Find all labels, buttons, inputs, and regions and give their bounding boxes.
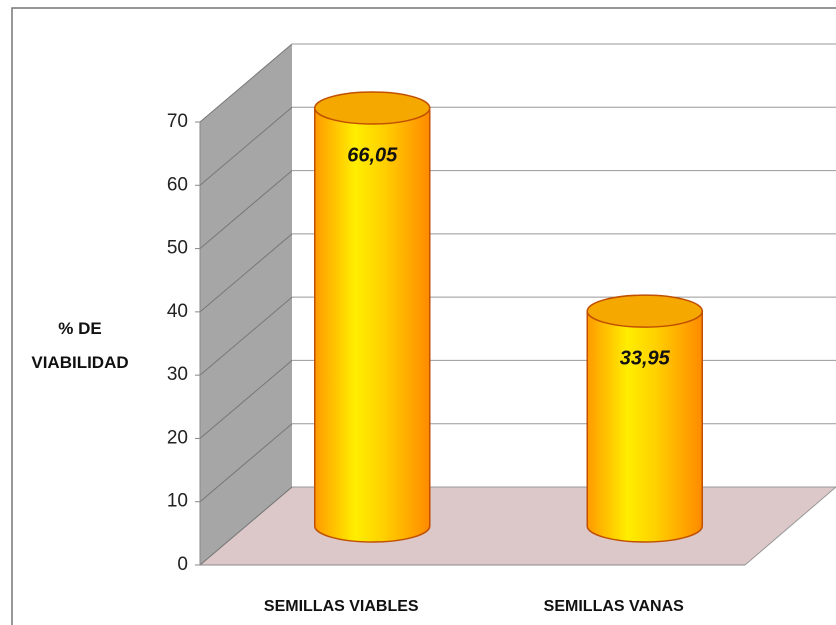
frame <box>11 7 836 625</box>
y-tick-label: 60 <box>167 174 188 195</box>
grid-line <box>199 423 293 503</box>
bar-top <box>586 294 703 328</box>
y-axis-label: % DE VIABILIDAD <box>31 319 129 372</box>
bar <box>586 310 703 543</box>
grid-line <box>199 43 293 123</box>
y-tick-label: 0 <box>177 554 188 575</box>
grid-line <box>199 170 293 249</box>
y-tick-label: 20 <box>167 427 188 448</box>
y-tick-label: 30 <box>167 364 188 385</box>
grid-line <box>199 486 293 566</box>
y-tick-label: 50 <box>167 238 188 259</box>
x-tick-label: SEMILLAS VIABLES <box>264 598 419 615</box>
value-label: 33,95 <box>620 347 671 369</box>
grid-line <box>199 360 293 439</box>
x-tick-label: SEMILLAS VANAS <box>544 598 684 615</box>
grid-line <box>199 296 293 376</box>
bar <box>314 107 431 543</box>
side-wall <box>200 44 292 565</box>
value-label: 66,05 <box>347 144 398 166</box>
grid-line <box>199 233 293 313</box>
bar-top <box>314 91 431 125</box>
floor <box>198 486 836 566</box>
y-tick-label: 10 <box>167 491 188 512</box>
y-tick-label: 40 <box>167 301 188 322</box>
y-tick-label: 70 <box>167 111 188 132</box>
grid-line <box>199 106 293 186</box>
